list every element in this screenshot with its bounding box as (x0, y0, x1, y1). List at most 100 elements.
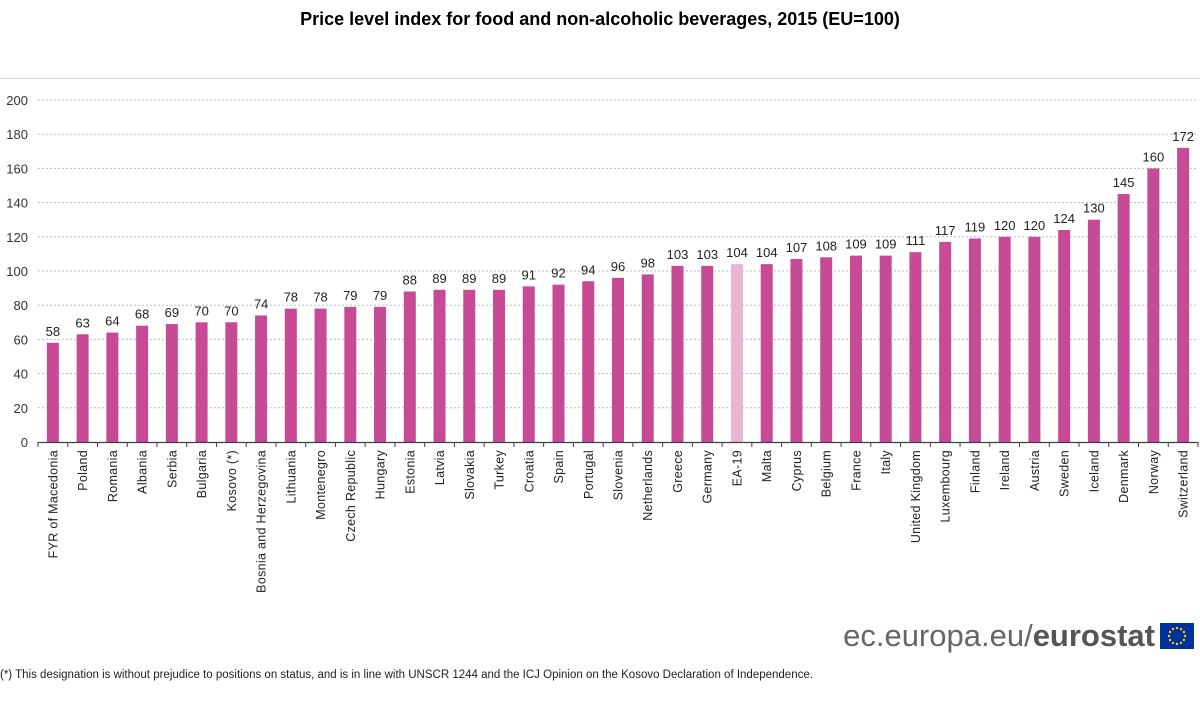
x-tick-label: Netherlands (641, 450, 655, 521)
y-tick-label: 60 (14, 332, 28, 347)
x-axis (37, 441, 1199, 447)
flag-star (1168, 638, 1172, 642)
bar (1177, 147, 1190, 442)
bars (46, 147, 1190, 442)
data-label: 91 (522, 267, 536, 282)
data-label: 109 (875, 237, 897, 252)
bar (255, 315, 268, 442)
bar (46, 342, 59, 442)
data-label: 109 (845, 237, 867, 252)
data-label: 119 (965, 220, 986, 235)
bar (968, 238, 981, 442)
data-label: 89 (462, 271, 476, 286)
data-label: 103 (696, 247, 718, 262)
data-label: 88 (403, 273, 417, 288)
chart-title: Price level index for food and non-alcoh… (300, 9, 900, 29)
x-tick-label: Croatia (522, 450, 536, 492)
bar (522, 286, 535, 442)
data-label: 120 (994, 218, 1016, 233)
x-axis-labels: FYR of Macedonia Poland Romania Albania Serb… (46, 450, 1190, 593)
flag-star (1179, 641, 1183, 645)
x-tick-label: FYR of Macedonia (46, 450, 60, 558)
x-tick-label: Cyprus (790, 450, 804, 491)
x-tick-label: Malta (760, 450, 774, 482)
x-tick-label: Slovakia (463, 450, 477, 500)
bar (879, 255, 892, 442)
data-label: 92 (551, 266, 565, 281)
bar (165, 324, 178, 442)
flag-star (1167, 634, 1171, 638)
bar (998, 236, 1011, 442)
x-tick-label: France (849, 450, 863, 491)
bar (641, 274, 654, 442)
title-divider (0, 78, 1200, 79)
bar (1147, 168, 1160, 442)
bar (463, 289, 476, 442)
x-tick-label: Latvia (433, 450, 447, 485)
data-label: 104 (756, 245, 778, 260)
x-tick-label: Portugal (582, 450, 596, 499)
data-label: 160 (1143, 149, 1165, 164)
data-label: 96 (611, 259, 625, 274)
y-tick-label: 80 (14, 298, 28, 313)
logo-url-text: ec.europa.eu/ (843, 618, 1033, 653)
data-label: 70 (224, 303, 238, 318)
bar (790, 259, 803, 442)
bar (225, 322, 238, 442)
flag-star (1175, 642, 1179, 646)
flag-star (1182, 638, 1186, 642)
x-tick-label: Poland (76, 450, 90, 491)
x-tick-label: Serbia (165, 450, 179, 488)
bar (76, 334, 89, 442)
x-tick-label: Hungary (374, 450, 388, 500)
bar (820, 257, 833, 442)
flag-star (1175, 626, 1179, 630)
data-label: 103 (667, 247, 689, 262)
bar (612, 277, 624, 442)
data-label: 108 (815, 238, 837, 253)
bar (730, 264, 743, 442)
bar (1028, 236, 1041, 442)
x-tick-label: Spain (552, 450, 566, 483)
y-tick-label: 160 (6, 161, 28, 176)
x-tick-label: Bulgaria (195, 450, 209, 498)
bar (701, 265, 714, 442)
x-tick-label: Belgium (820, 450, 834, 497)
x-tick-label: Greece (671, 450, 685, 493)
eu-flag-icon (1160, 623, 1194, 649)
data-label: 70 (194, 303, 208, 318)
data-label: 89 (432, 271, 446, 286)
bar (552, 284, 565, 442)
x-tick-label: Romania (106, 450, 120, 502)
x-tick-label: Albania (136, 450, 150, 494)
bar (1117, 194, 1130, 442)
x-tick-label: Italy (879, 450, 893, 475)
flag-star (1171, 627, 1175, 631)
x-tick-label: EA-19 (730, 450, 744, 486)
x-tick-label: Estonia (403, 450, 417, 494)
y-tick-label: 0 (21, 435, 28, 450)
x-tick-label: Sweden (1058, 450, 1072, 497)
x-tick-label: Finland (968, 450, 982, 493)
data-label: 79 (373, 288, 387, 303)
y-tick-label: 120 (6, 230, 28, 245)
data-label: 104 (726, 245, 748, 260)
x-tick-label: Bosnia and Herzegovina (255, 450, 269, 593)
data-label: 58 (46, 324, 60, 339)
data-label: 79 (343, 288, 357, 303)
data-label: 98 (641, 255, 655, 270)
bar (374, 306, 387, 442)
x-tick-label: Ireland (998, 450, 1012, 490)
flag-star (1182, 630, 1186, 634)
bar (284, 308, 297, 442)
x-tick-label: United Kingdom (909, 450, 923, 543)
bar (1087, 219, 1100, 442)
y-tick-label: 20 (14, 401, 28, 416)
flag-star (1171, 641, 1175, 645)
x-tick-label: Luxembourg (939, 450, 953, 523)
data-label: 172 (1172, 129, 1194, 144)
x-tick-label: Montenegro (314, 450, 328, 520)
data-label: 130 (1083, 201, 1105, 216)
flag-star (1168, 630, 1172, 634)
flag-star (1179, 627, 1183, 631)
